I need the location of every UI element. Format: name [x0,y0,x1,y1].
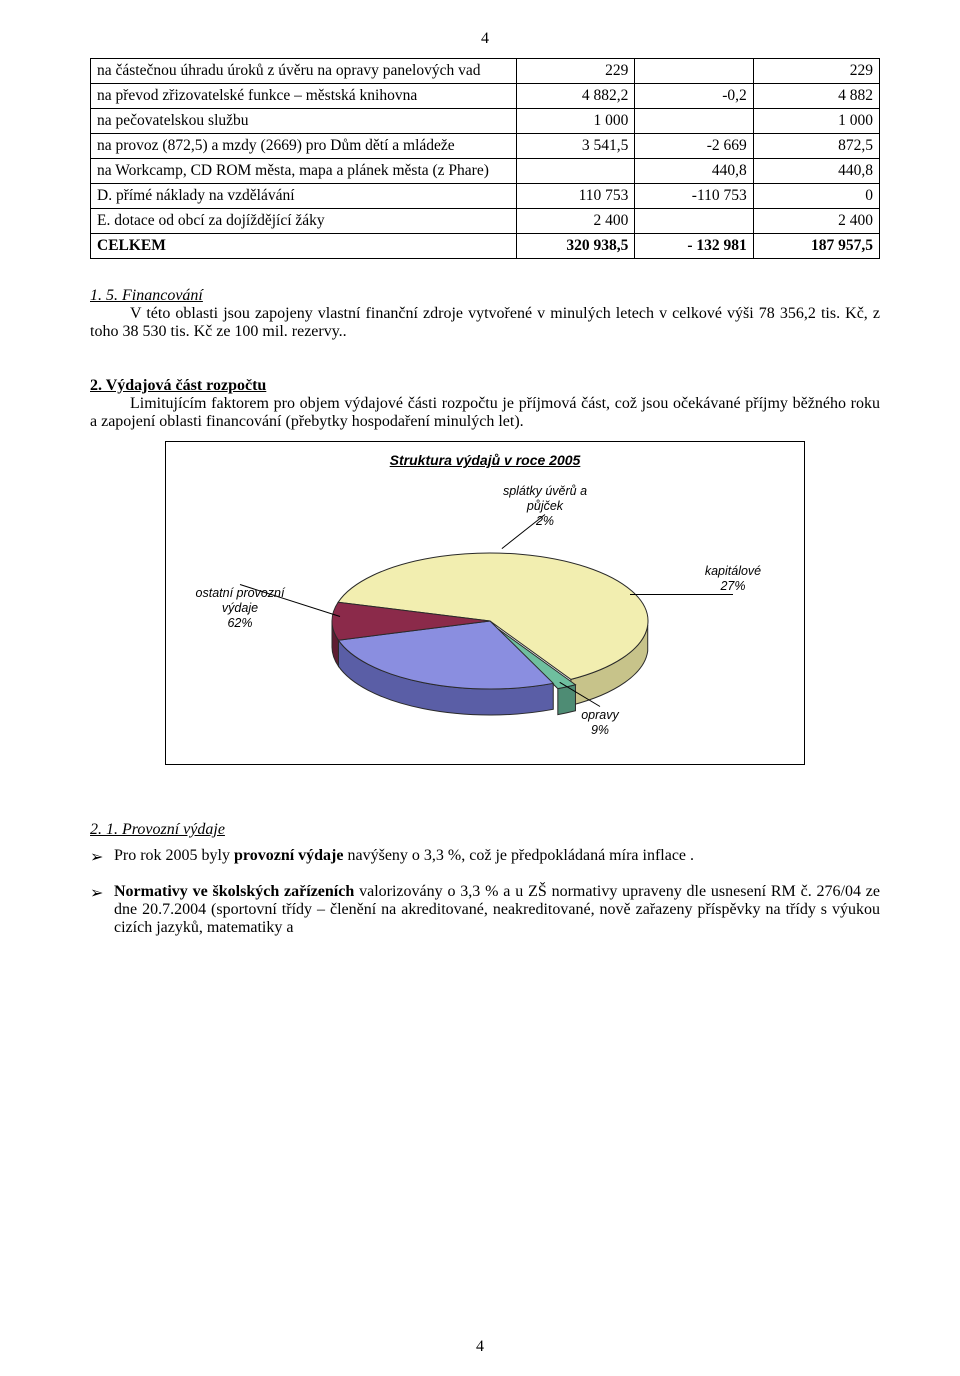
leader-line [630,594,733,595]
section-2-1-heading-line: 2. 1. Provozní výdaje [90,821,880,839]
table-cell [635,59,753,84]
chart-title: Struktura výdajů v roce 2005 [180,452,790,468]
table-cell-label: na převod zřizovatelské funkce – městská… [91,84,517,109]
table-cell: 440,8 [635,159,753,184]
table-cell: 110 753 [517,184,635,209]
table-cell: 320 938,5 [517,234,635,259]
chart-label-kapitalove: kapitálové27% [688,564,778,594]
table-cell-label: D. přímé náklady na vzdělávání [91,184,517,209]
table-row: na provoz (872,5) a mzdy (2669) pro Dům … [91,134,880,159]
table-cell-label: E. dotace od obcí za dojíždějící žáky [91,209,517,234]
table-cell: 187 957,5 [753,234,879,259]
table-cell: - 132 981 [635,234,753,259]
bullet-item: ➢Pro rok 2005 byly provozní výdaje navýš… [90,847,880,867]
table-cell: 229 [517,59,635,84]
page-number-bottom: 4 [0,1338,960,1356]
chart-value-opravy: 9% [591,723,609,737]
table-cell [635,109,753,134]
table-cell: 2 400 [517,209,635,234]
section-1-5-body: V této oblasti jsou zapojeny vlastní fin… [90,305,880,340]
table-cell: 4 882,2 [517,84,635,109]
chart-value-ostatni: 62% [227,616,252,630]
chart-label-ostatni: ostatní provozní výdaje62% [180,586,300,631]
table-cell: 3 541,5 [517,134,635,159]
table-row: na převod zřizovatelské funkce – městská… [91,84,880,109]
table-cell: 229 [753,59,879,84]
table-row: D. přímé náklady na vzdělávání110 753-11… [91,184,880,209]
table-cell [517,159,635,184]
table-row: E. dotace od obcí za dojíždějící žáky2 4… [91,209,880,234]
section-2-heading: 2. Výdajová část rozpočtu [90,377,266,394]
chart-value-splatky: 2% [536,514,554,528]
table-cell: 0 [753,184,879,209]
bullet-text: Pro rok 2005 byly provozní výdaje navýše… [114,847,880,867]
table-cell: 440,8 [753,159,879,184]
table-cell: 4 882 [753,84,879,109]
table-row: na pečovatelskou službu1 0001 000 [91,109,880,134]
table-cell: 1 000 [753,109,879,134]
table-row: na Workcamp, CD ROM města, mapa a plánek… [91,159,880,184]
table-cell-label: CELKEM [91,234,517,259]
chart-label-opravy: opravy9% [560,708,640,738]
table-cell: -2 669 [635,134,753,159]
table-cell: -110 753 [635,184,753,209]
section-2-body: Limitujícím faktorem pro objem výdajové … [90,395,880,430]
table-row: CELKEM320 938,5- 132 981187 957,5 [91,234,880,259]
section-2: 2. Výdajová část rozpočtu Limitujícím fa… [90,377,880,431]
budget-table: na částečnou úhradu úroků z úvěru na opr… [90,58,880,259]
bullet-glyph-icon: ➢ [90,847,114,867]
table-cell-label: na částečnou úhradu úroků z úvěru na opr… [91,59,517,84]
chart-label-splatky: splátky úvěrů a půjček2% [485,484,605,529]
table-cell: -0,2 [635,84,753,109]
table-cell: 1 000 [517,109,635,134]
bullet-glyph-icon: ➢ [90,883,114,937]
section-1-5-heading: 1. 5. Financování [90,287,203,304]
bullet-list: ➢Pro rok 2005 byly provozní výdaje navýš… [90,847,880,937]
table-row: na částečnou úhradu úroků z úvěru na opr… [91,59,880,84]
expense-structure-chart: Struktura výdajů v roce 2005 ostatní pro… [165,441,805,765]
table-cell: 2 400 [753,209,879,234]
chart-value-kapitalove: 27% [720,579,745,593]
table-cell [635,209,753,234]
bullet-text: Normativy ve školských zařízeních valori… [114,883,880,937]
section-2-1-heading: 2. 1. Provozní výdaje [90,821,225,838]
section-1-5: 1. 5. Financování V této oblasti jsou za… [90,287,880,341]
table-cell-label: na pečovatelskou službu [91,109,517,134]
table-cell-label: na provoz (872,5) a mzdy (2669) pro Dům … [91,134,517,159]
table-cell: 872,5 [753,134,879,159]
bullet-item: ➢Normativy ve školských zařízeních valor… [90,883,880,937]
table-cell-label: na Workcamp, CD ROM města, mapa a plánek… [91,159,517,184]
page-number-top: 4 [90,30,880,48]
